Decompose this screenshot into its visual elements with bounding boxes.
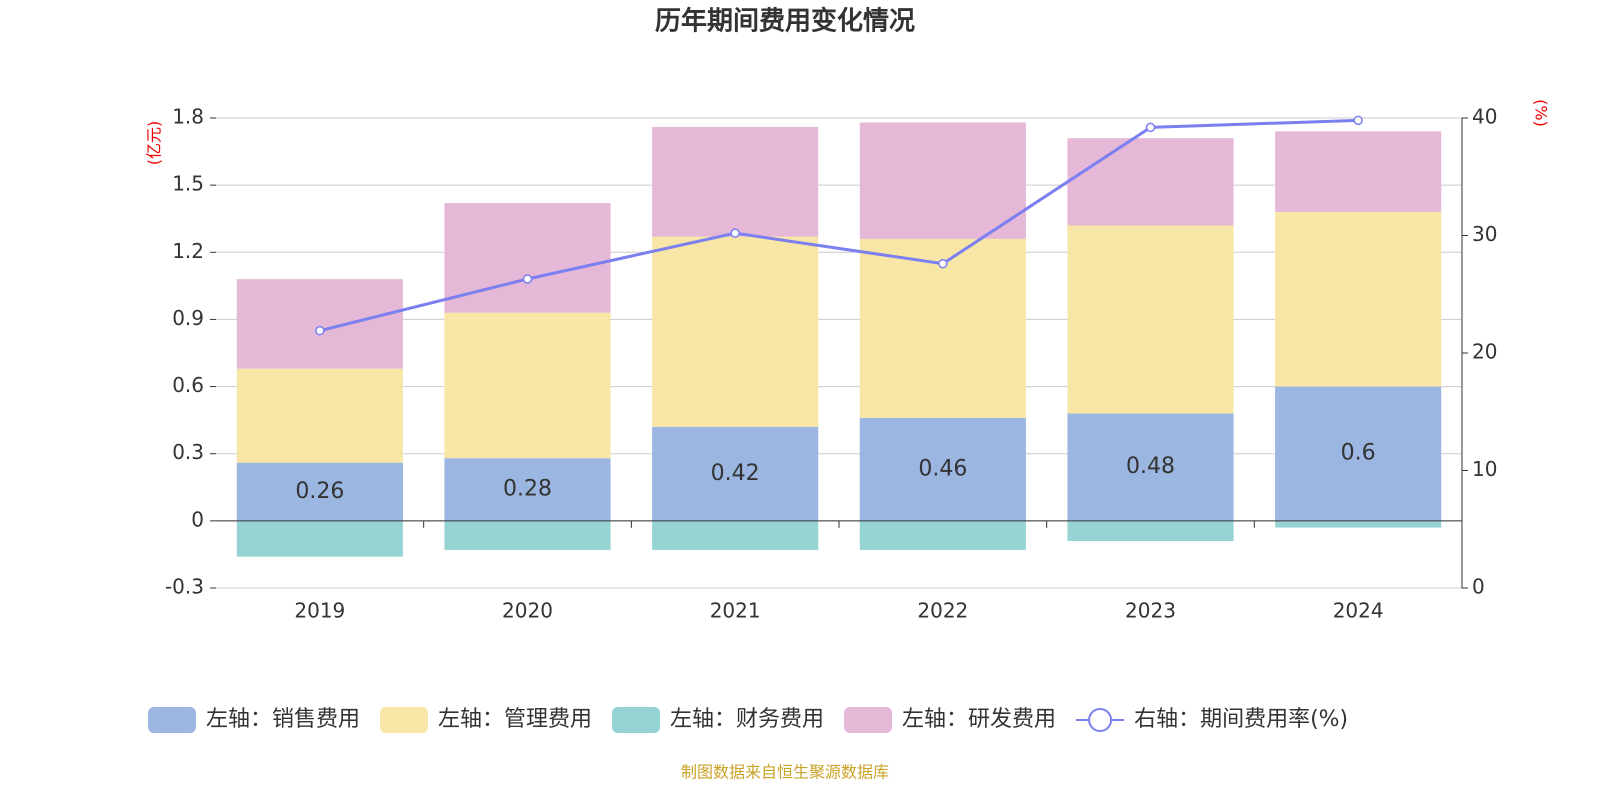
- x-tick-label: 2019: [294, 599, 345, 623]
- bar: [859, 417, 1026, 521]
- bar: [236, 368, 403, 463]
- bar: [236, 279, 403, 369]
- rate-point: [938, 258, 948, 269]
- legend-label: 左轴：财务费用: [670, 707, 824, 732]
- bar: [444, 458, 611, 521]
- y2-axis-label: (%): [1532, 99, 1551, 127]
- bar: [236, 462, 403, 521]
- data-label: 0.46: [918, 456, 967, 481]
- y-tick-label: 0: [191, 507, 204, 531]
- y2-tick-label: 10: [1472, 457, 1497, 481]
- chart-title: 历年期间费用变化情况: [655, 6, 915, 37]
- bar: [652, 426, 819, 521]
- bar: [1275, 386, 1442, 521]
- bar: [859, 238, 1026, 418]
- bar: [444, 203, 611, 313]
- bar: [1067, 413, 1234, 521]
- data-label: 0.28: [503, 477, 552, 502]
- bar: [1275, 520, 1442, 528]
- bar: [859, 122, 1026, 239]
- legend-swatch: [148, 707, 196, 733]
- rate-point: [1145, 122, 1156, 133]
- y-tick-label: 0.3: [172, 440, 204, 464]
- bar: [1275, 212, 1442, 387]
- bar: [236, 520, 403, 557]
- legend-swatch: [1088, 708, 1113, 732]
- rate-point: [1353, 115, 1363, 126]
- y2-tick-label: 0: [1472, 575, 1485, 599]
- legend-swatch: [844, 707, 893, 733]
- data-label: 0.48: [1126, 454, 1175, 479]
- rate-point: [730, 228, 740, 238]
- data-label: 0.26: [295, 479, 344, 504]
- x-tick-label: 2023: [1125, 599, 1176, 623]
- bar: [1067, 225, 1234, 414]
- x-tick-label: 2022: [917, 599, 968, 623]
- y-tick-label: 1.8: [172, 105, 204, 129]
- y-axis-label: (亿元): [145, 121, 164, 166]
- y2-tick-label: 40: [1472, 105, 1497, 129]
- y-tick-label: 0.9: [172, 306, 204, 330]
- legend-swatch: [380, 707, 429, 733]
- data-label: 0.6: [1341, 441, 1376, 466]
- y-tick-label: -0.3: [165, 575, 204, 599]
- rate-point: [315, 325, 325, 336]
- y2-tick-label: 30: [1472, 222, 1497, 246]
- rate-line: [319, 118, 1359, 333]
- x-tick-label: 2020: [502, 599, 553, 623]
- x-tick-label: 2024: [1333, 599, 1384, 623]
- bar: [652, 520, 819, 550]
- y2-tick-label: 20: [1472, 340, 1497, 364]
- legend-swatch: [612, 707, 661, 733]
- bar: [444, 312, 611, 459]
- legend-label: 左轴：销售费用: [206, 707, 360, 732]
- y-tick-label: 0.6: [172, 373, 204, 397]
- legend-label: 左轴：管理费用: [438, 707, 592, 732]
- bar: [1067, 520, 1234, 541]
- bar: [652, 126, 819, 237]
- bar: [652, 236, 819, 427]
- bar: [859, 520, 1026, 550]
- legend-label: 右轴：期间费用率(%): [1134, 707, 1348, 732]
- y-tick-label: 1.2: [172, 239, 204, 263]
- bar: [1275, 131, 1442, 212]
- rate-point: [522, 274, 533, 284]
- x-tick-label: 2021: [710, 599, 761, 623]
- bar: [444, 520, 611, 550]
- legend-label: 左轴：研发费用: [902, 707, 1056, 732]
- source-note: 制图数据来自恒生聚源数据库: [681, 763, 889, 782]
- bar: [1067, 138, 1234, 226]
- data-label: 0.42: [711, 461, 760, 486]
- y-tick-label: 1.5: [172, 172, 204, 196]
